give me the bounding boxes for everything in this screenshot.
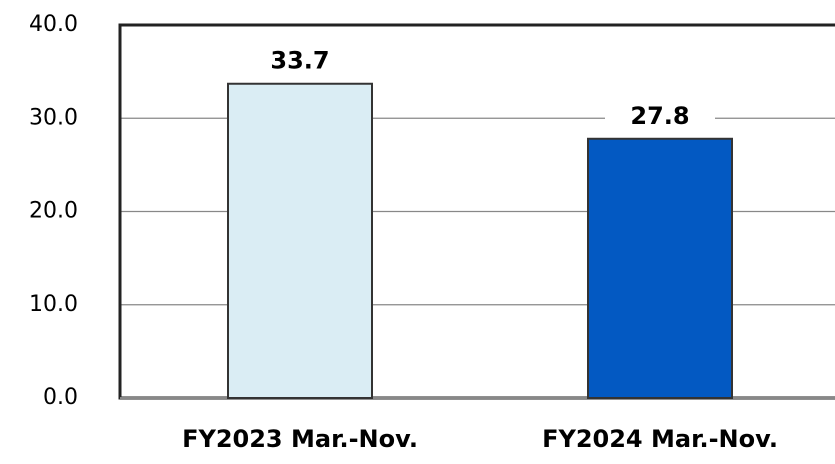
- bar: [587, 137, 733, 399]
- value-label-bg: [245, 43, 355, 78]
- y-tick-label: 0.0: [43, 385, 78, 410]
- value-label: 27.8: [630, 102, 689, 130]
- value-label: 33.7: [270, 47, 329, 75]
- x-tick-label: FY2024 Mar.-Nov.: [542, 425, 778, 453]
- bar: [227, 82, 373, 399]
- y-tick-label: 30.0: [29, 105, 78, 130]
- y-tick-label: 40.0: [29, 12, 78, 37]
- x-tick-label: FY2023 Mar.-Nov.: [182, 425, 418, 453]
- value-label-bg: [605, 98, 715, 133]
- y-tick-label: 10.0: [29, 292, 78, 317]
- y-tick-label: 20.0: [29, 199, 78, 224]
